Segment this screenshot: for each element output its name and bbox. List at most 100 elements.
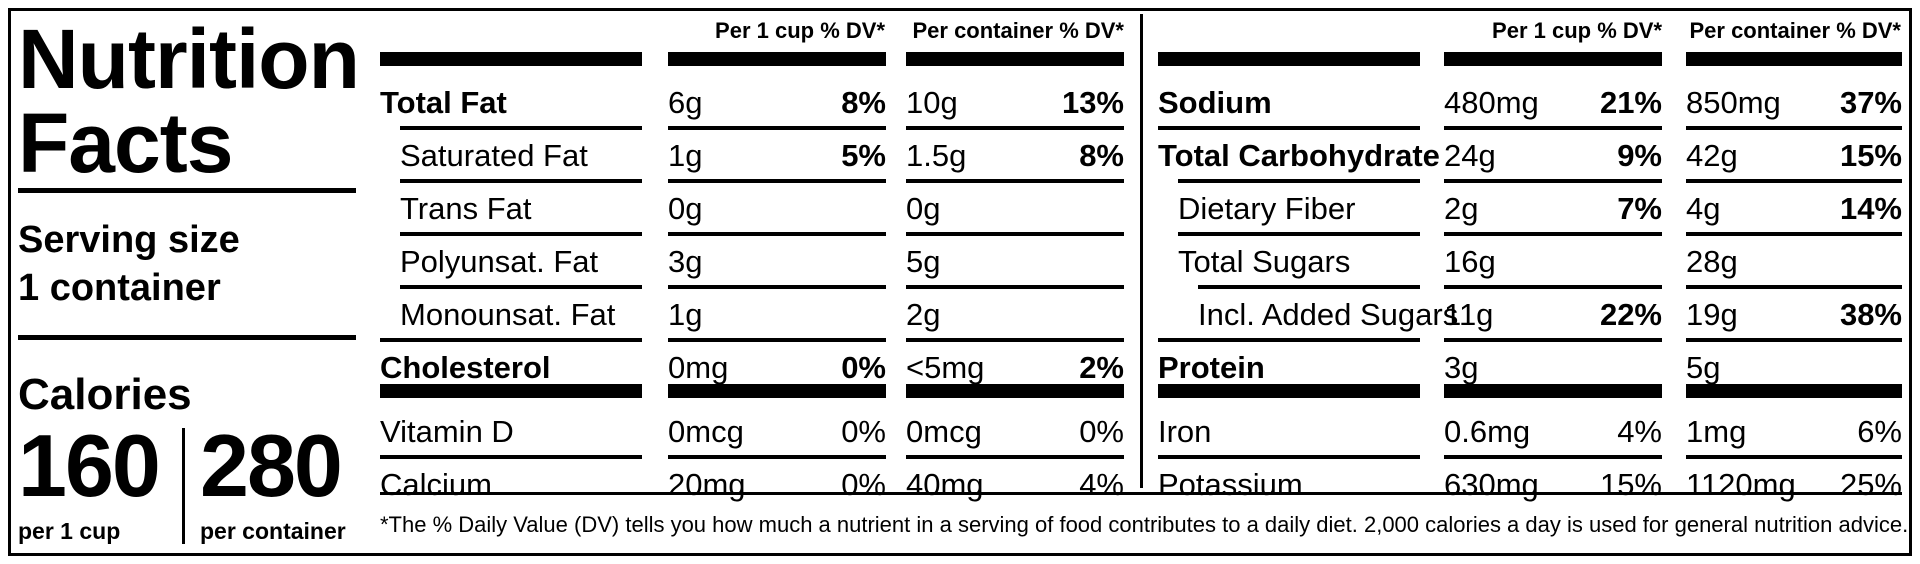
amount-per-container: 5g (906, 244, 941, 279)
row-divider (380, 455, 642, 459)
column-header-bar (906, 52, 1124, 66)
column-header-bar (380, 52, 642, 66)
amount-per-cup: 24g (1444, 138, 1496, 173)
section-bar (1686, 384, 1902, 398)
nutrient-name: Monounsat. Fat (400, 297, 616, 332)
amount-per-container: 42g (1686, 138, 1738, 173)
nutrient-name: Calcium (380, 467, 492, 502)
row-divider (1686, 179, 1902, 183)
section-bar (668, 384, 886, 398)
amount-per-cup: 1g (668, 138, 703, 173)
dv-per-cup: 9% (1617, 138, 1662, 173)
row-divider (906, 126, 1124, 130)
amount-per-container: 28g (1686, 244, 1738, 279)
nutrient-name: Protein (1158, 350, 1265, 385)
row-divider (668, 338, 886, 342)
title-line-1: Nutrition (18, 12, 360, 106)
row-divider (668, 232, 886, 236)
calories-per-container: 280 (200, 416, 343, 515)
amount-per-cup: 0.6mg (1444, 414, 1531, 449)
row-divider (668, 126, 886, 130)
serving-size-label: Serving size (18, 219, 240, 261)
column-header-bar (668, 52, 886, 66)
dv-per-container: 14% (1839, 191, 1902, 226)
row-divider (1158, 126, 1420, 130)
amount-per-cup: 480mg (1444, 85, 1539, 120)
dv-per-cup: 0% (841, 414, 886, 449)
row-divider (1158, 338, 1420, 342)
row-divider (1444, 232, 1662, 236)
amount-per-container: 1120mg (1686, 467, 1796, 502)
amount-per-container: 10g (906, 85, 958, 120)
nutrient-name: Total Sugars (1178, 244, 1351, 279)
daily-value-footnote: *The % Daily Value (DV) tells you how mu… (380, 512, 1909, 537)
row-divider (1444, 455, 1662, 459)
calories-label: Calories (18, 370, 192, 419)
dv-per-container: 4% (1079, 467, 1124, 502)
amount-per-cup: 3g (1444, 350, 1479, 385)
row-divider (1198, 285, 1420, 289)
row-divider (400, 285, 642, 289)
row-divider (1444, 338, 1662, 342)
left-header-per-container: Per container % DV* (912, 18, 1124, 43)
amount-per-container: 1mg (1686, 414, 1747, 449)
divider (18, 335, 356, 340)
amount-per-cup: 3g (668, 244, 703, 279)
column-header-bar (1158, 52, 1420, 66)
row-divider (1178, 232, 1420, 236)
right-header-per-cup: Per 1 cup % DV* (1492, 18, 1662, 43)
dv-per-cup: 0% (841, 350, 886, 385)
nutrient-name: Vitamin D (380, 414, 514, 449)
nutrient-name: Sodium (1158, 85, 1272, 120)
row-divider (1686, 455, 1902, 459)
calories-per-cup: 160 (18, 416, 161, 515)
row-divider (1686, 338, 1902, 342)
panel-separator (1140, 14, 1143, 488)
amount-per-container: <5mg (906, 350, 985, 385)
dv-per-container: 37% (1839, 85, 1902, 120)
amount-per-container: 1.5g (906, 138, 967, 173)
section-bar (1444, 384, 1662, 398)
amount-per-cup: 2g (1444, 191, 1479, 226)
nutrient-name: Dietary Fiber (1178, 191, 1356, 226)
dv-per-container: 0% (1079, 414, 1124, 449)
nutrient-name: Saturated Fat (400, 138, 588, 173)
amount-per-container: 40mg (906, 467, 984, 502)
amount-per-cup: 6g (668, 85, 703, 120)
row-divider (1158, 455, 1420, 459)
amount-per-container: 2g (906, 297, 941, 332)
title-line-2: Facts (18, 96, 233, 190)
row-divider (400, 179, 642, 183)
dv-per-container: 8% (1079, 138, 1124, 173)
row-divider (906, 232, 1124, 236)
row-divider (1444, 285, 1662, 289)
label-border (8, 8, 1912, 556)
left-header-per-cup: Per 1 cup % DV* (715, 18, 885, 43)
amount-per-container: 19g (1686, 297, 1738, 332)
amount-per-cup: 11g (1444, 297, 1494, 332)
dv-per-container: 6% (1857, 414, 1902, 449)
amount-per-container: 0mcg (906, 414, 982, 449)
row-divider (668, 179, 886, 183)
nutrient-name: Total Fat (380, 85, 507, 120)
calories-per-cup-label: per 1 cup (18, 518, 121, 544)
column-header-bar (1686, 52, 1902, 66)
amount-per-cup: 20mg (668, 467, 746, 502)
dv-per-cup: 0% (841, 467, 886, 502)
dv-per-cup: 4% (1617, 414, 1662, 449)
dv-per-container: 38% (1839, 297, 1902, 332)
amount-per-cup: 0g (668, 191, 703, 226)
nutrient-name: Potassium (1158, 467, 1303, 502)
row-divider (906, 338, 1124, 342)
calories-per-container-label: per container (200, 518, 346, 544)
row-divider (400, 126, 642, 130)
nutrient-name: Polyunsat. Fat (400, 244, 599, 279)
row-divider (380, 338, 642, 342)
right-header-per-container: Per container % DV* (1689, 18, 1901, 43)
row-divider (1444, 126, 1662, 130)
amount-per-container: 0g (906, 191, 941, 226)
divider (18, 188, 356, 193)
amount-per-cup: 0mg (668, 350, 729, 385)
amount-per-container: 4g (1686, 191, 1721, 226)
